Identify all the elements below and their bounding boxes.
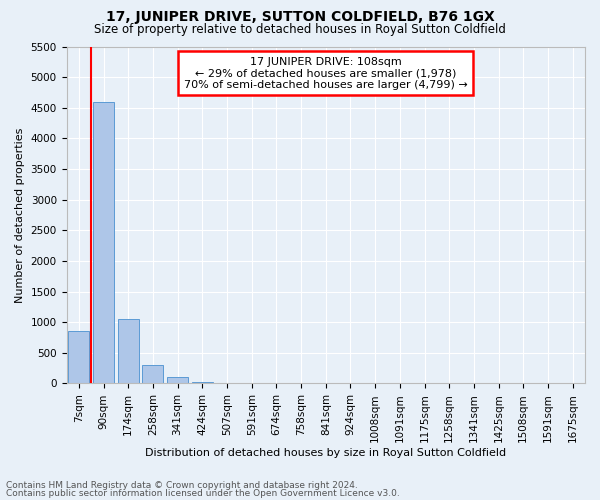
Bar bbox=[192, 382, 213, 384]
Y-axis label: Number of detached properties: Number of detached properties bbox=[15, 128, 25, 302]
Bar bbox=[68, 332, 89, 384]
Bar bbox=[142, 365, 163, 384]
Text: Size of property relative to detached houses in Royal Sutton Coldfield: Size of property relative to detached ho… bbox=[94, 22, 506, 36]
Text: Contains HM Land Registry data © Crown copyright and database right 2024.: Contains HM Land Registry data © Crown c… bbox=[6, 481, 358, 490]
Bar bbox=[118, 319, 139, 384]
Bar bbox=[217, 382, 238, 384]
X-axis label: Distribution of detached houses by size in Royal Sutton Coldfield: Distribution of detached houses by size … bbox=[145, 448, 506, 458]
Text: 17 JUNIPER DRIVE: 108sqm
← 29% of detached houses are smaller (1,978)
70% of sem: 17 JUNIPER DRIVE: 108sqm ← 29% of detach… bbox=[184, 56, 467, 90]
Bar bbox=[93, 102, 114, 384]
Text: Contains public sector information licensed under the Open Government Licence v3: Contains public sector information licen… bbox=[6, 488, 400, 498]
Text: 17, JUNIPER DRIVE, SUTTON COLDFIELD, B76 1GX: 17, JUNIPER DRIVE, SUTTON COLDFIELD, B76… bbox=[106, 10, 494, 24]
Bar bbox=[167, 378, 188, 384]
